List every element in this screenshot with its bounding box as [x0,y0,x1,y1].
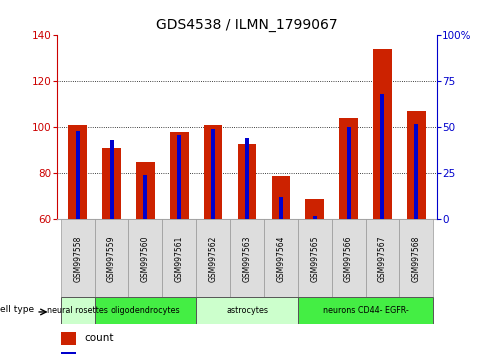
Text: GSM997566: GSM997566 [344,235,353,282]
FancyBboxPatch shape [196,219,230,297]
Bar [271,176,290,219]
Bar [279,198,283,219]
FancyBboxPatch shape [95,297,196,324]
Text: cell type: cell type [0,305,34,314]
Bar [61,353,76,354]
Bar [177,135,181,219]
Text: GSM997565: GSM997565 [310,235,319,282]
Bar [305,199,324,219]
Text: GSM997562: GSM997562 [209,235,218,282]
FancyBboxPatch shape [162,219,196,297]
FancyBboxPatch shape [264,219,298,297]
Text: GSM997564: GSM997564 [276,235,285,282]
FancyBboxPatch shape [399,219,433,297]
FancyBboxPatch shape [365,219,399,297]
Text: oligodendrocytes: oligodendrocytes [111,306,180,315]
Text: astrocytes: astrocytes [226,306,268,315]
Bar [76,131,80,219]
Bar [380,94,384,219]
Bar [170,132,189,219]
FancyBboxPatch shape [230,219,264,297]
Bar [143,175,148,219]
Text: count: count [84,333,113,343]
Bar [346,127,351,219]
FancyBboxPatch shape [61,219,95,297]
Text: GSM997568: GSM997568 [412,235,421,282]
Text: GSM997558: GSM997558 [73,235,82,282]
Text: GSM997567: GSM997567 [378,235,387,282]
Text: GSM997563: GSM997563 [243,235,251,282]
FancyBboxPatch shape [196,297,298,324]
Text: GSM997560: GSM997560 [141,235,150,282]
Bar [102,148,121,219]
Title: GDS4538 / ILMN_1799067: GDS4538 / ILMN_1799067 [156,18,338,32]
Bar [373,49,392,219]
Bar [313,216,317,219]
FancyBboxPatch shape [61,297,95,324]
Bar [245,138,249,219]
Bar [204,125,223,219]
Bar [339,118,358,219]
Bar [211,129,215,219]
FancyBboxPatch shape [95,219,129,297]
FancyBboxPatch shape [298,297,433,324]
Bar [68,125,87,219]
FancyBboxPatch shape [298,219,332,297]
FancyBboxPatch shape [129,219,162,297]
Bar [61,332,76,345]
Text: GSM997559: GSM997559 [107,235,116,282]
Text: GSM997561: GSM997561 [175,235,184,282]
Bar [414,124,418,219]
Bar [238,143,256,219]
Text: neurons CD44- EGFR-: neurons CD44- EGFR- [323,306,408,315]
Bar [136,162,155,219]
FancyBboxPatch shape [332,219,365,297]
Bar [407,111,426,219]
Text: neural rosettes: neural rosettes [47,306,108,315]
Bar [110,140,114,219]
